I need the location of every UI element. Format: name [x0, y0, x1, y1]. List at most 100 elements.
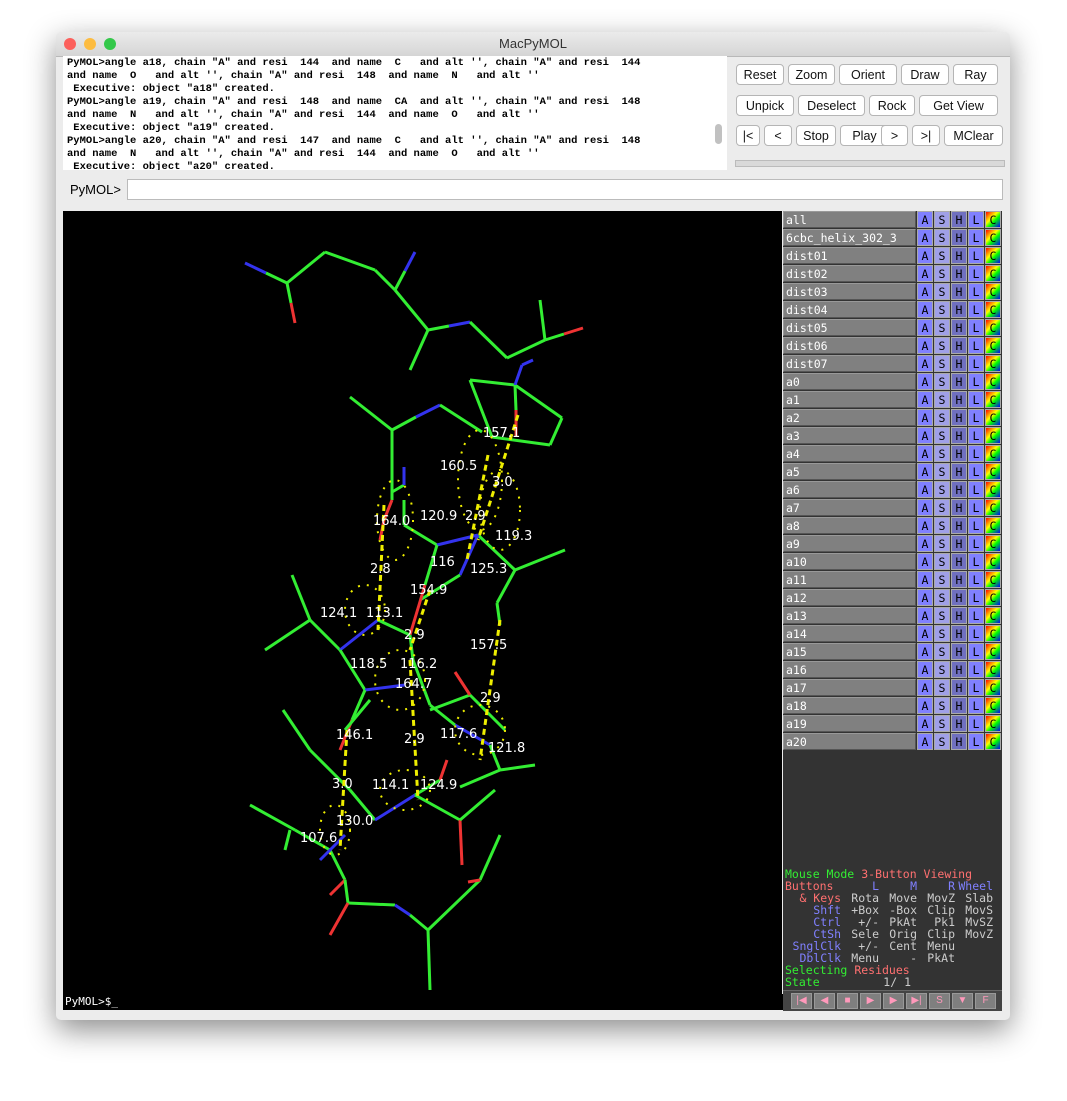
object-name[interactable]: a14: [783, 625, 916, 642]
object-name[interactable]: dist01: [783, 247, 916, 264]
object-l-button[interactable]: L: [968, 697, 984, 714]
object-c-button[interactable]: C: [985, 463, 1001, 480]
object-c-button[interactable]: C: [985, 481, 1001, 498]
molecule-viewer[interactable]: 157.1 160.5 3.0 164.0 120.9 2.9 119.3 2.8 116 125…: [63, 211, 782, 994]
button-reset[interactable]: Reset: [736, 64, 784, 85]
object-h-button[interactable]: H: [951, 589, 967, 606]
console-scrollbar[interactable]: [715, 124, 722, 144]
button-stop[interactable]: Stop: [796, 125, 836, 146]
object-c-button[interactable]: C: [985, 517, 1001, 534]
object-a-button[interactable]: A: [917, 229, 933, 246]
object-name[interactable]: a1: [783, 391, 916, 408]
object-name[interactable]: a10: [783, 553, 916, 570]
object-h-button[interactable]: H: [951, 553, 967, 570]
object-c-button[interactable]: C: [985, 247, 1001, 264]
object-a-button[interactable]: A: [917, 571, 933, 588]
object-h-button[interactable]: H: [951, 571, 967, 588]
object-name[interactable]: all: [783, 211, 916, 228]
object-a-button[interactable]: A: [917, 427, 933, 444]
object-a-button[interactable]: A: [917, 247, 933, 264]
object-l-button[interactable]: L: [968, 499, 984, 516]
object-name[interactable]: a4: [783, 445, 916, 462]
object-a-button[interactable]: A: [917, 589, 933, 606]
object-a-button[interactable]: A: [917, 319, 933, 336]
object-name[interactable]: a20: [783, 733, 916, 750]
object-l-button[interactable]: L: [968, 373, 984, 390]
object-a-button[interactable]: A: [917, 373, 933, 390]
object-s-button[interactable]: S: [934, 733, 950, 750]
object-h-button[interactable]: H: [951, 499, 967, 516]
object-h-button[interactable]: H: [951, 607, 967, 624]
object-l-button[interactable]: L: [968, 283, 984, 300]
object-l-button[interactable]: L: [968, 391, 984, 408]
close-button[interactable]: [64, 38, 76, 50]
object-s-button[interactable]: S: [934, 697, 950, 714]
object-name[interactable]: a7: [783, 499, 916, 516]
object-h-button[interactable]: H: [951, 283, 967, 300]
object-c-button[interactable]: C: [985, 427, 1001, 444]
object-h-button[interactable]: H: [951, 661, 967, 678]
object-h-button[interactable]: H: [951, 481, 967, 498]
object-c-button[interactable]: C: [985, 211, 1001, 228]
button-orient[interactable]: Orient: [839, 64, 897, 85]
object-l-button[interactable]: L: [968, 481, 984, 498]
object-l-button[interactable]: L: [968, 589, 984, 606]
object-s-button[interactable]: S: [934, 535, 950, 552]
object-s-button[interactable]: S: [934, 625, 950, 642]
object-s-button[interactable]: S: [934, 337, 950, 354]
object-s-button[interactable]: S: [934, 427, 950, 444]
player-button[interactable]: F: [975, 993, 996, 1009]
object-a-button[interactable]: A: [917, 553, 933, 570]
button-mclear[interactable]: MClear: [944, 125, 1003, 146]
object-a-button[interactable]: A: [917, 445, 933, 462]
button-rock[interactable]: Rock: [869, 95, 915, 116]
object-c-button[interactable]: C: [985, 733, 1001, 750]
object-c-button[interactable]: C: [985, 391, 1001, 408]
object-c-button[interactable]: C: [985, 571, 1001, 588]
player-button[interactable]: ▶: [883, 993, 904, 1009]
button-unpick[interactable]: Unpick: [736, 95, 794, 116]
object-name[interactable]: a18: [783, 697, 916, 714]
player-button[interactable]: ◀: [814, 993, 835, 1009]
object-h-button[interactable]: H: [951, 229, 967, 246]
object-s-button[interactable]: S: [934, 571, 950, 588]
object-h-button[interactable]: H: [951, 697, 967, 714]
object-l-button[interactable]: L: [968, 733, 984, 750]
object-s-button[interactable]: S: [934, 391, 950, 408]
object-h-button[interactable]: H: [951, 355, 967, 372]
object-h-button[interactable]: H: [951, 445, 967, 462]
object-h-button[interactable]: H: [951, 679, 967, 696]
button-deselect[interactable]: Deselect: [798, 95, 865, 116]
object-h-button[interactable]: H: [951, 211, 967, 228]
object-h-button[interactable]: H: [951, 643, 967, 660]
object-name[interactable]: a16: [783, 661, 916, 678]
object-l-button[interactable]: L: [968, 409, 984, 426]
object-h-button[interactable]: H: [951, 247, 967, 264]
object-c-button[interactable]: C: [985, 355, 1001, 372]
object-h-button[interactable]: H: [951, 517, 967, 534]
object-a-button[interactable]: A: [917, 265, 933, 282]
object-s-button[interactable]: S: [934, 679, 950, 696]
object-name[interactable]: a2: [783, 409, 916, 426]
object-l-button[interactable]: L: [968, 247, 984, 264]
object-c-button[interactable]: C: [985, 229, 1001, 246]
object-h-button[interactable]: H: [951, 265, 967, 282]
object-h-button[interactable]: H: [951, 337, 967, 354]
object-name[interactable]: a5: [783, 463, 916, 480]
object-a-button[interactable]: A: [917, 535, 933, 552]
object-s-button[interactable]: S: [934, 481, 950, 498]
object-name[interactable]: dist03: [783, 283, 916, 300]
object-s-button[interactable]: S: [934, 247, 950, 264]
object-a-button[interactable]: A: [917, 301, 933, 318]
object-l-button[interactable]: L: [968, 643, 984, 660]
object-a-button[interactable]: A: [917, 517, 933, 534]
object-s-button[interactable]: S: [934, 445, 950, 462]
object-name[interactable]: a6: [783, 481, 916, 498]
object-h-button[interactable]: H: [951, 373, 967, 390]
player-button[interactable]: ▶|: [906, 993, 927, 1009]
object-c-button[interactable]: C: [985, 535, 1001, 552]
object-h-button[interactable]: H: [951, 391, 967, 408]
object-l-button[interactable]: L: [968, 337, 984, 354]
object-s-button[interactable]: S: [934, 373, 950, 390]
object-l-button[interactable]: L: [968, 229, 984, 246]
